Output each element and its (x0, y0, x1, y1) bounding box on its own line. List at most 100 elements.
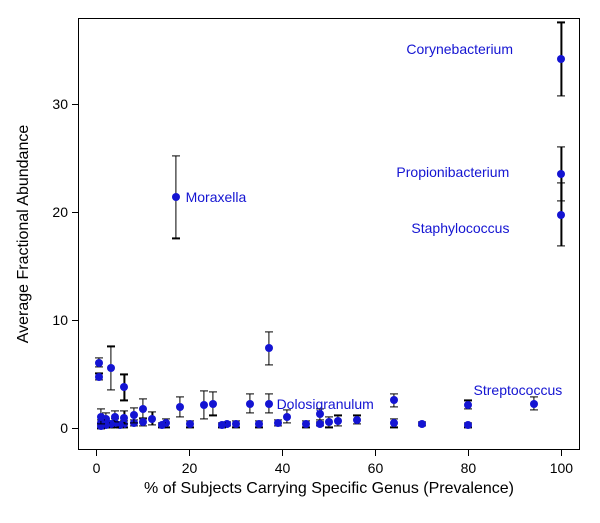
data-point (390, 419, 398, 427)
errorbar-cap (176, 416, 184, 417)
errorbar-cap (111, 411, 119, 412)
errorbar-cap (557, 146, 565, 147)
errorbar-cap (97, 408, 105, 409)
data-point (283, 413, 291, 421)
y-tick (72, 428, 78, 429)
data-point (334, 417, 342, 425)
errorbar-cap (176, 396, 184, 397)
data-point (186, 420, 194, 428)
x-axis-title: % of Subjects Carrying Specific Genus (P… (144, 480, 514, 498)
data-point (530, 400, 538, 408)
y-tick-label: 10 (52, 312, 68, 328)
x-tick (96, 450, 97, 456)
errorbar-cap (120, 400, 128, 401)
data-point (265, 400, 273, 408)
data-point (139, 405, 147, 413)
errorbar-cap (334, 426, 342, 427)
data-point (316, 410, 324, 418)
data-point (200, 401, 208, 409)
data-point (120, 383, 128, 391)
y-tick (72, 320, 78, 321)
y-tick-label: 20 (52, 204, 68, 220)
x-tick-label: 40 (275, 460, 291, 476)
errorbar-cap (172, 238, 180, 239)
data-point (390, 396, 398, 404)
errorbar-cap (107, 346, 115, 347)
errorbar-cap (200, 390, 208, 391)
data-point (265, 344, 273, 352)
data-point (325, 418, 333, 426)
errorbar-cap (557, 245, 565, 246)
data-point (302, 420, 310, 428)
errorbar-cap (390, 406, 398, 407)
x-tick-label: 20 (182, 460, 198, 476)
errorbar-cap (530, 409, 538, 410)
errorbar-cap (97, 423, 105, 424)
errorbar-cap (246, 393, 254, 394)
y-tick-label: 30 (52, 96, 68, 112)
errorbar-cap (120, 374, 128, 375)
x-tick (561, 450, 562, 456)
errorbar-cap (209, 415, 217, 416)
errorbar-cap (390, 393, 398, 394)
point-label: Dolosigranulum (277, 396, 374, 412)
data-point (218, 421, 226, 429)
y-tick (72, 212, 78, 213)
errorbar-cap (148, 412, 156, 413)
y-tick-label: 0 (60, 420, 68, 436)
errorbar-cap (130, 407, 138, 408)
point-label: Staphylococcus (411, 220, 509, 236)
data-point (176, 403, 184, 411)
data-point (209, 400, 217, 408)
data-point (246, 400, 254, 408)
errorbar-cap (557, 95, 565, 96)
errorbar-cap (265, 364, 273, 365)
x-tick-label: 60 (368, 460, 384, 476)
errorbar-cap (130, 422, 138, 423)
errorbar-cap (107, 389, 115, 390)
data-point (557, 170, 565, 178)
point-label: Propionibacterium (396, 164, 509, 180)
x-tick (189, 450, 190, 456)
errorbar-cap (265, 332, 273, 333)
x-tick (468, 450, 469, 456)
errorbar-cap (120, 411, 128, 412)
errorbar-cap (265, 393, 273, 394)
data-point (316, 420, 324, 428)
errorbar-cap (246, 413, 254, 414)
data-point (255, 420, 263, 428)
errorbar-cap (557, 183, 565, 184)
x-tick-label: 100 (550, 460, 573, 476)
errorbar-cap (209, 391, 217, 392)
x-tick-label: 0 (93, 460, 101, 476)
x-tick-label: 80 (461, 460, 477, 476)
x-tick (375, 450, 376, 456)
chart-container: 0 20 40 60 80 100 0 10 20 30 % of Subjects Carryin… (0, 0, 600, 523)
data-point (148, 415, 156, 423)
y-axis-title: Average Fractional Abundance (15, 125, 33, 344)
data-point (464, 421, 472, 429)
errorbar-cap (557, 22, 565, 23)
data-point (139, 418, 147, 426)
errorbar-cap (172, 156, 180, 157)
errorbar-cap (325, 427, 333, 428)
data-point (95, 373, 103, 381)
point-label: Moraxella (186, 189, 247, 205)
errorbar-cap (265, 413, 273, 414)
errorbar-cap (200, 418, 208, 419)
data-point (172, 193, 180, 201)
point-label: Corynebacterium (406, 41, 513, 57)
data-point (232, 420, 240, 428)
data-point (107, 364, 115, 372)
data-point (557, 211, 565, 219)
x-tick (282, 450, 283, 456)
data-point (353, 416, 361, 424)
data-point (130, 411, 138, 419)
data-point (418, 420, 426, 428)
errorbar-cap (148, 425, 156, 426)
data-point (97, 413, 105, 421)
point-label: Streptococcus (474, 382, 563, 398)
data-point (158, 421, 166, 429)
y-tick (72, 104, 78, 105)
data-point (95, 359, 103, 367)
